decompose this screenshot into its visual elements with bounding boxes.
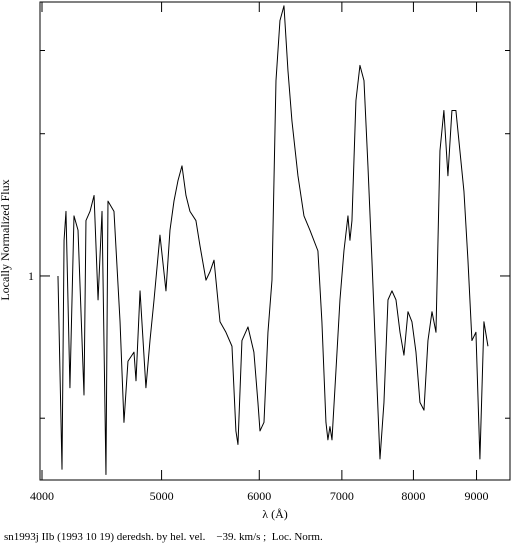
caption: sn1993j IIb (1993 10 19) deredsh. by hel… bbox=[4, 531, 323, 543]
x-tick-label: 5000 bbox=[150, 489, 174, 503]
y-axis-label: Locally Normalized Flux bbox=[0, 179, 12, 300]
x-tick-label: 6000 bbox=[247, 489, 271, 503]
x-tick-label: 7000 bbox=[330, 489, 354, 503]
y-tick-label: 1 bbox=[28, 269, 34, 283]
plot-frame bbox=[39, 1, 511, 481]
x-axis-label: λ (Å) bbox=[262, 507, 287, 521]
x-tick-label: 4000 bbox=[30, 489, 54, 503]
x-tick-label: 8000 bbox=[401, 489, 425, 503]
spectrum-line bbox=[57, 5, 489, 476]
x-tick-label: 9000 bbox=[465, 489, 489, 503]
